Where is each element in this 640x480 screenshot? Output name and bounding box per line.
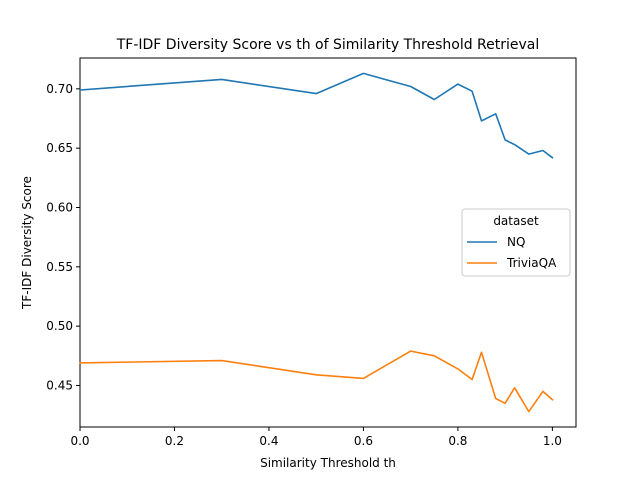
plot-frame: [79, 57, 577, 428]
y-tick-label: 0.55: [46, 260, 73, 274]
y-tick-label: 0.45: [46, 378, 73, 392]
x-tick-label: 0.2: [165, 434, 184, 448]
x-tick-label: 0.4: [259, 434, 278, 448]
y-axis: 0.45 0.50 0.55 0.60 0.65 0.70: [46, 82, 80, 392]
series-line-triviaqa: [79, 350, 554, 413]
legend: dataset NQ TriviaQA: [461, 208, 571, 277]
legend-box: [461, 208, 571, 277]
y-tick-label: 0.60: [46, 200, 73, 214]
legend-label-nq: NQ: [507, 235, 525, 249]
x-tick-label: 0.6: [354, 434, 373, 448]
chart-title: TF-IDF Diversity Score vs th of Similari…: [116, 37, 540, 53]
y-tick-label: 0.50: [46, 319, 73, 333]
x-axis-label: Similarity Threshold th: [260, 456, 396, 470]
x-axis: 0.0 0.2 0.4 0.6 0.8 1.0: [70, 427, 562, 448]
plot-area: [79, 57, 577, 428]
y-axis-label: TF-IDF Diversity Score: [20, 176, 34, 310]
y-tick-label: 0.70: [46, 82, 73, 96]
legend-label-triviaqa: TriviaQA: [506, 256, 557, 270]
series-lines: [79, 72, 554, 413]
x-tick-label: 1.0: [543, 434, 562, 448]
series-line-nq: [79, 72, 554, 159]
legend-title: dataset: [493, 214, 539, 228]
y-tick-label: 0.65: [46, 141, 73, 155]
x-tick-label: 0.0: [70, 434, 89, 448]
x-tick-label: 0.8: [448, 434, 467, 448]
